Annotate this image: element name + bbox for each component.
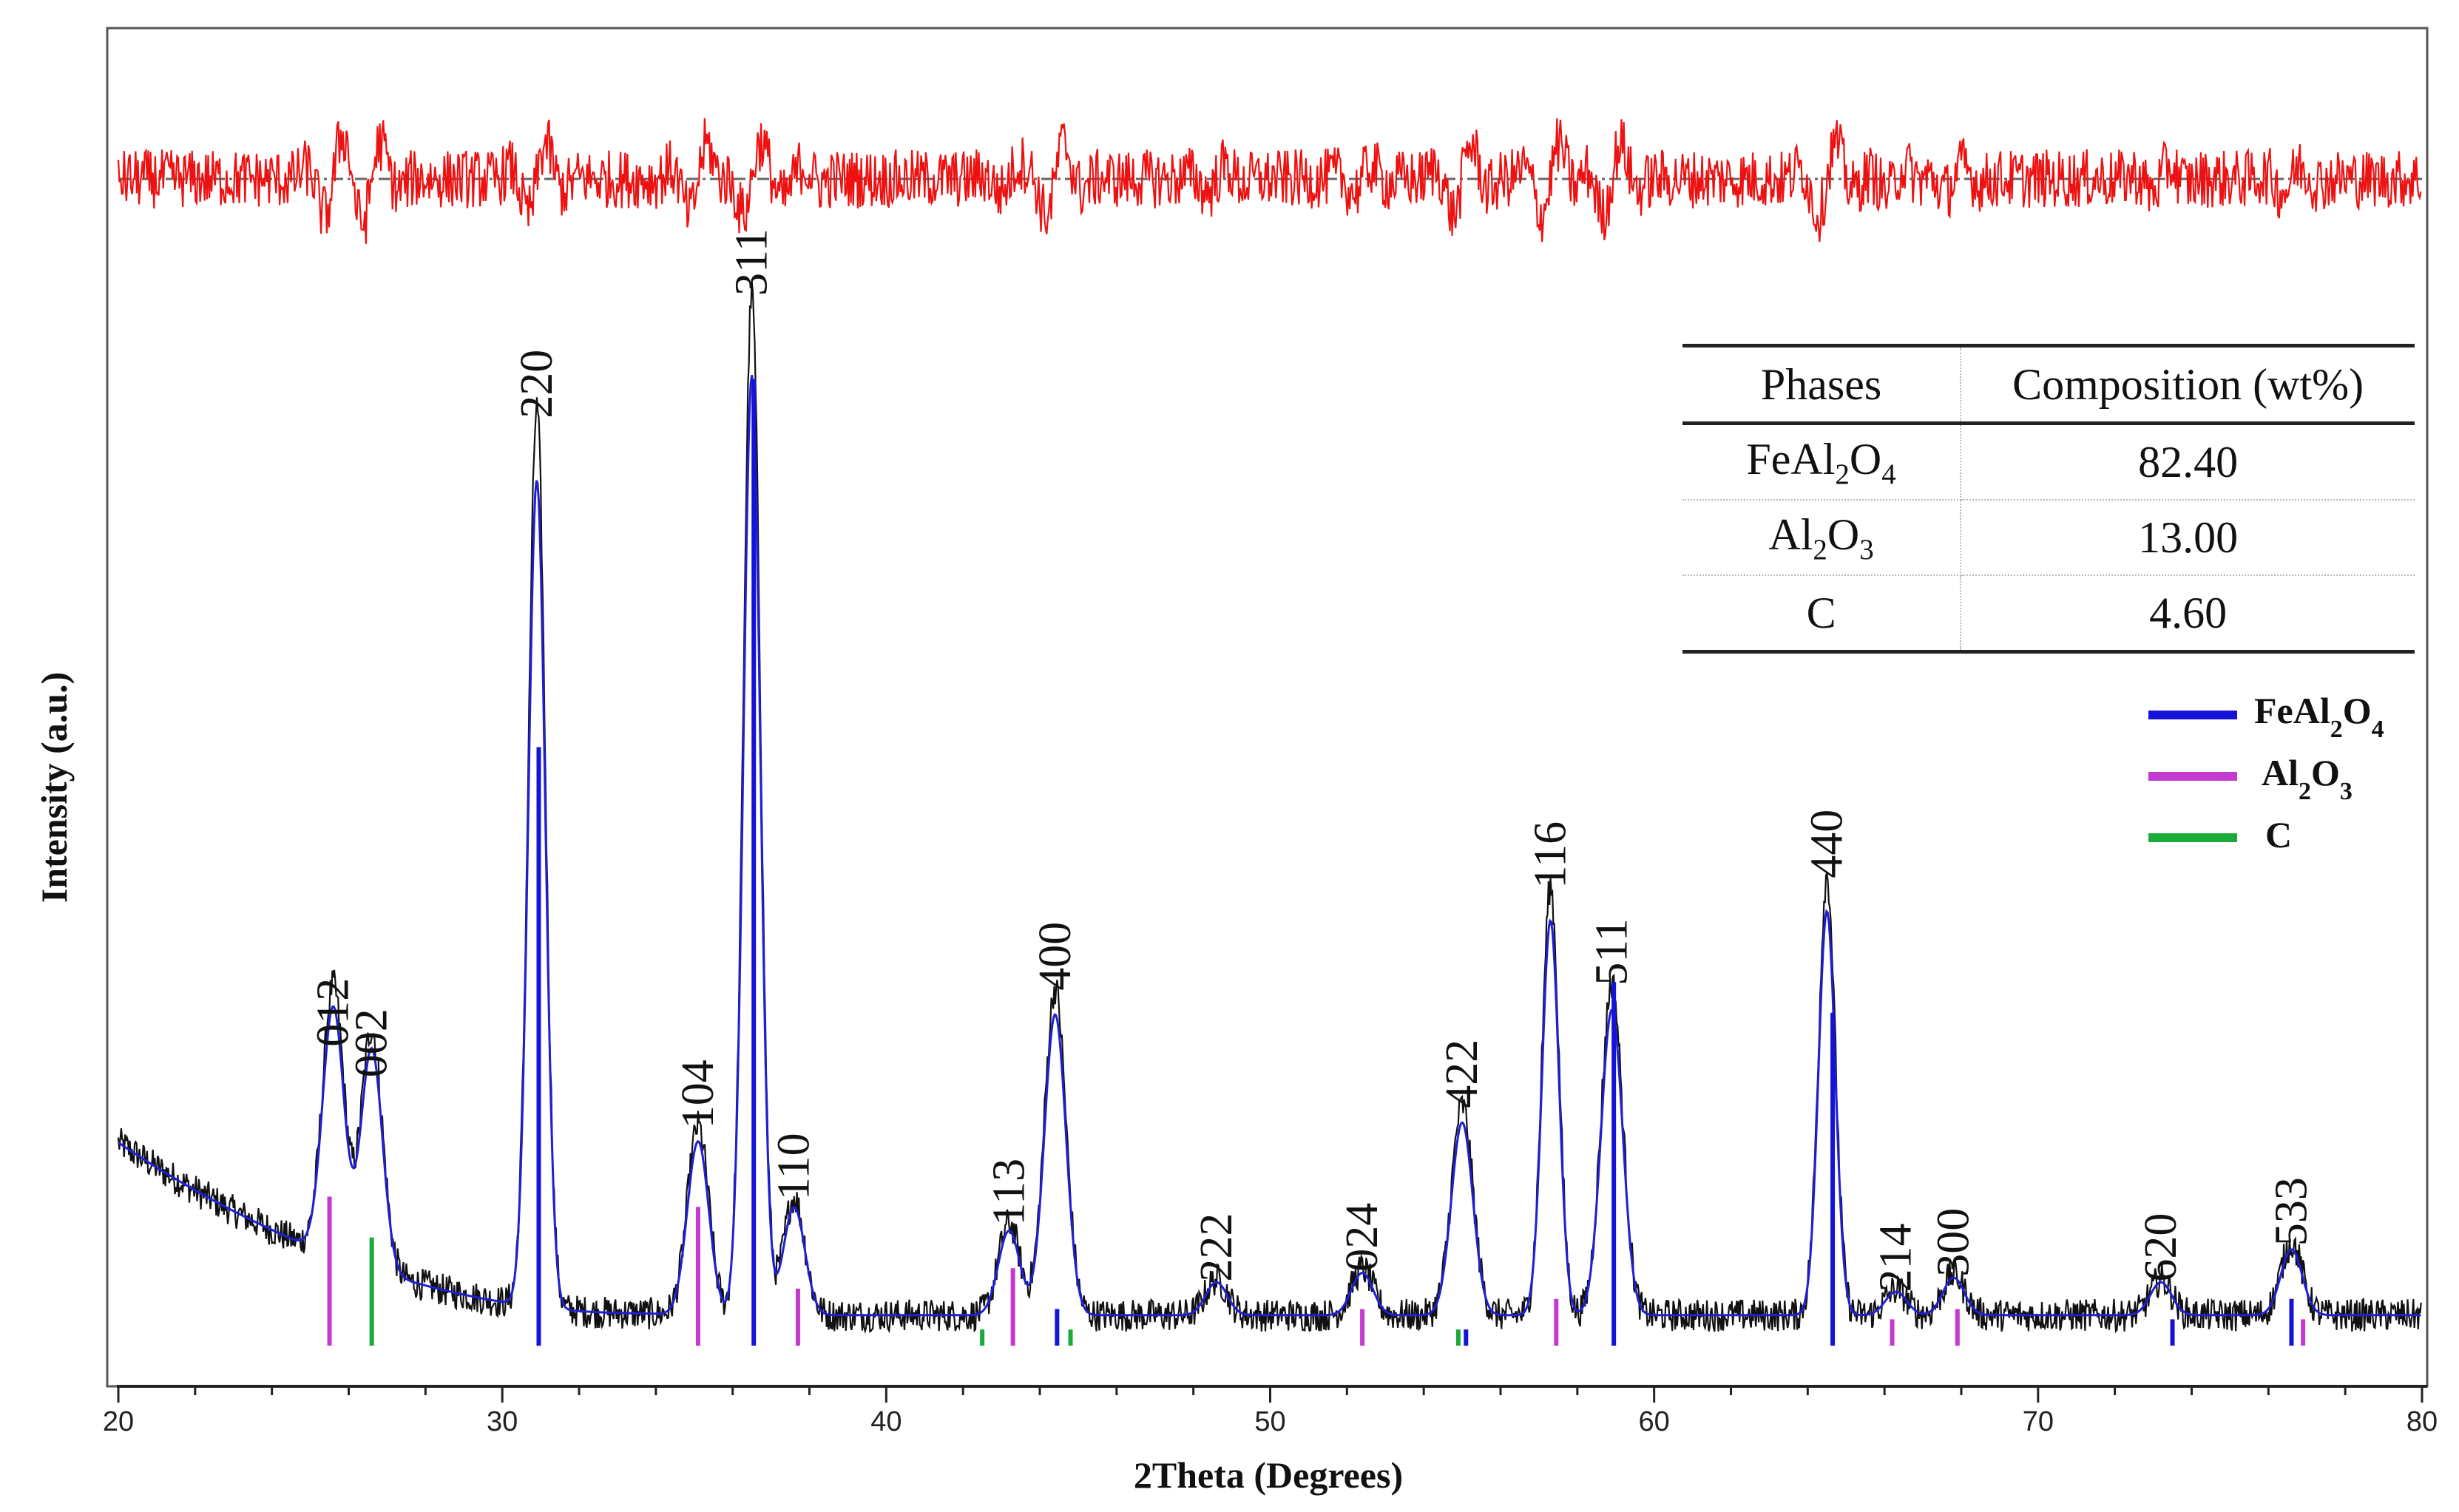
peak-label-012: 012 xyxy=(308,978,359,1047)
table-row: FeAl2O4 82.40 xyxy=(1682,423,2415,501)
table-header-row: Phases Composition (wt%) xyxy=(1682,344,2415,425)
composition-table: Phases Composition (wt%) FeAl2O4 82.40 A… xyxy=(1682,344,2415,654)
legend-label-al2o3: Al2O3 xyxy=(2262,752,2353,805)
x-axis-title: 2Theta (Degrees) xyxy=(1134,1454,1403,1496)
table-row: Al2O3 13.00 xyxy=(1682,500,2415,576)
calculated-curve xyxy=(118,375,2421,1317)
x-tick-label: 30 xyxy=(487,1406,518,1437)
peak-label-002: 002 xyxy=(347,1008,397,1077)
composition-cell: 13.00 xyxy=(1961,500,2415,576)
difference-curve xyxy=(117,118,2422,244)
composition-cell: 82.40 xyxy=(1961,423,2415,501)
peak-label-440: 440 xyxy=(1802,810,1852,878)
plot-frame xyxy=(106,27,2429,1388)
phase-cell: Al2O3 xyxy=(1682,500,1962,576)
peak-label-533: 533 xyxy=(2267,1177,2317,1246)
difference-curve-group xyxy=(117,118,2422,244)
legend: FeAl2O4 Al2O3 C xyxy=(2148,690,2384,855)
peak-label-024: 024 xyxy=(1337,1203,1387,1272)
x-tick-label: 40 xyxy=(870,1406,902,1437)
peak-label-113: 113 xyxy=(984,1159,1035,1226)
x-tick-label: 50 xyxy=(1254,1406,1285,1437)
peak-label-110: 110 xyxy=(769,1133,819,1200)
legend-label-feal2o4: FeAl2O4 xyxy=(2254,690,2384,743)
peak-label-400: 400 xyxy=(1030,922,1080,991)
legend-label-c: C xyxy=(2265,814,2292,855)
calculated-curve-group xyxy=(118,375,2421,1317)
peak-label-220: 220 xyxy=(512,350,562,418)
peak-label-214: 214 xyxy=(1871,1224,1921,1292)
phase-cell: FeAl2O4 xyxy=(1682,423,1962,501)
peak-label-422: 422 xyxy=(1437,1040,1487,1108)
reference-lines-group xyxy=(327,379,2306,1346)
phase-cell: C xyxy=(1682,575,1962,654)
peak-label-300: 300 xyxy=(1929,1208,1979,1277)
y-axis-title: Intensity (a.u.) xyxy=(33,672,75,904)
x-tick-label: 60 xyxy=(1639,1406,1670,1437)
composition-cell: 4.60 xyxy=(1961,575,2415,654)
x-ticks-group: 20 30 40 50 60 70 80 xyxy=(103,1386,2438,1437)
peak-label-116: 116 xyxy=(1526,821,1576,889)
x-tick-label: 80 xyxy=(2406,1406,2438,1437)
peak-label-104: 104 xyxy=(673,1060,723,1128)
header-phases: Phases xyxy=(1682,344,1962,425)
table-row: C 4.60 xyxy=(1682,575,2415,654)
peak-label-311: 311 xyxy=(727,228,777,296)
peak-label-222: 222 xyxy=(1191,1213,1242,1282)
x-tick-label: 70 xyxy=(2023,1406,2054,1437)
x-tick-label: 20 xyxy=(103,1406,134,1437)
header-composition: Composition (wt%) xyxy=(1961,344,2415,425)
peak-label-620: 620 xyxy=(2136,1213,2186,1282)
peak-label-511: 511 xyxy=(1587,918,1637,986)
